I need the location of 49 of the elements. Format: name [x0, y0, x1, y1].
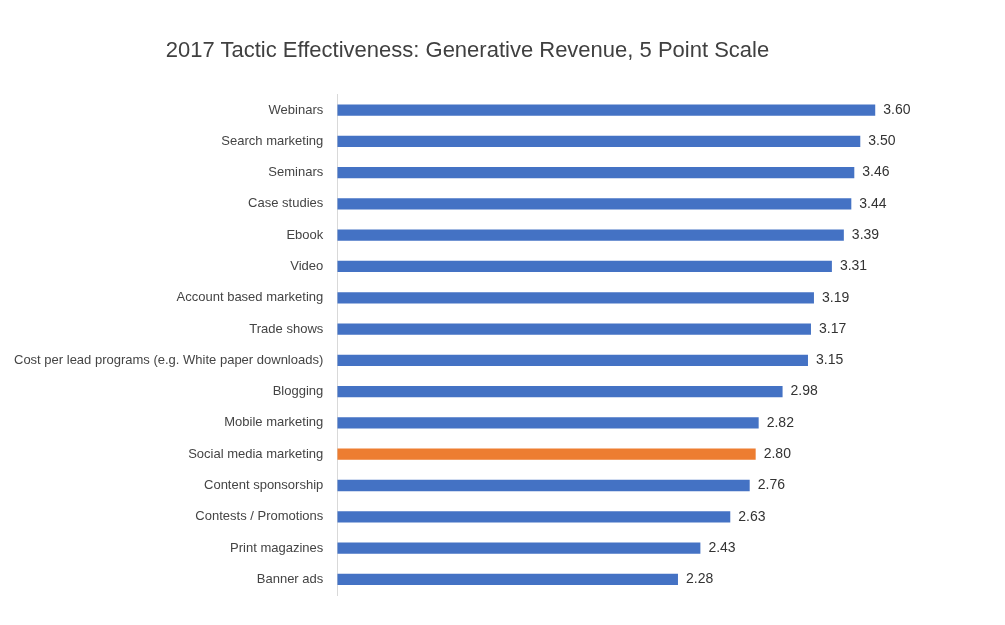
bar — [337, 386, 783, 398]
y-tick-label: Content sponsorship — [204, 477, 324, 493]
y-tick-label: Account based marketing — [176, 289, 324, 305]
y-tick-label: Webinars — [268, 101, 324, 117]
bar — [337, 292, 814, 304]
bar — [337, 229, 844, 241]
bar — [337, 104, 876, 116]
bar — [337, 417, 759, 429]
bar — [337, 448, 756, 460]
data-label: 3.39 — [851, 226, 880, 243]
data-label: 3.44 — [859, 194, 887, 211]
data-label: 3.19 — [821, 288, 850, 305]
bar — [337, 260, 832, 273]
data-label: 3.46 — [862, 163, 890, 180]
data-label: 3.31 — [839, 257, 868, 274]
y-tick-label: Case studies — [248, 195, 324, 211]
y-tick-label: Video — [290, 258, 324, 274]
y-tick-label: Banner ads — [256, 570, 324, 586]
data-label: 2.63 — [738, 507, 766, 524]
bar — [337, 198, 852, 210]
y-tick-label: Mobile marketing — [224, 414, 324, 430]
y-tick-label: Trade shows — [249, 320, 324, 336]
data-label: 3.15 — [815, 351, 844, 368]
y-tick-label: Print magazines — [230, 539, 324, 555]
bar — [337, 354, 808, 366]
data-label: 3.60 — [883, 100, 911, 117]
data-label: 3.17 — [818, 319, 847, 336]
data-label: 2.76 — [757, 476, 786, 493]
y-tick-label: Contests / Promotions — [195, 508, 324, 524]
data-label: 2.82 — [766, 413, 795, 430]
data-label: 2.80 — [763, 445, 792, 462]
data-label: 2.28 — [685, 570, 714, 587]
data-label: 2.98 — [790, 382, 819, 399]
bar — [337, 135, 861, 147]
y-tick-label: Seminars — [268, 164, 324, 180]
bar — [337, 479, 750, 492]
bar — [337, 542, 701, 554]
bar — [337, 323, 811, 335]
bar — [337, 166, 855, 179]
bar — [337, 573, 678, 585]
y-tick-label: Ebook — [286, 226, 324, 242]
chart-title: 2017 Tactic Effectiveness: Generative Revenue, 5 Point Scale — [165, 37, 770, 63]
data-label: 3.50 — [868, 132, 896, 149]
y-tick-label: Cost per lead programs (e.g. White paper downloads) — [14, 351, 324, 367]
data-label: 2.43 — [708, 538, 736, 555]
y-tick-label: Social media marketing — [188, 445, 324, 461]
y-tick-label: Blogging — [272, 383, 324, 399]
y-tick-label: Search marketing — [221, 132, 324, 148]
bar — [337, 511, 731, 523]
